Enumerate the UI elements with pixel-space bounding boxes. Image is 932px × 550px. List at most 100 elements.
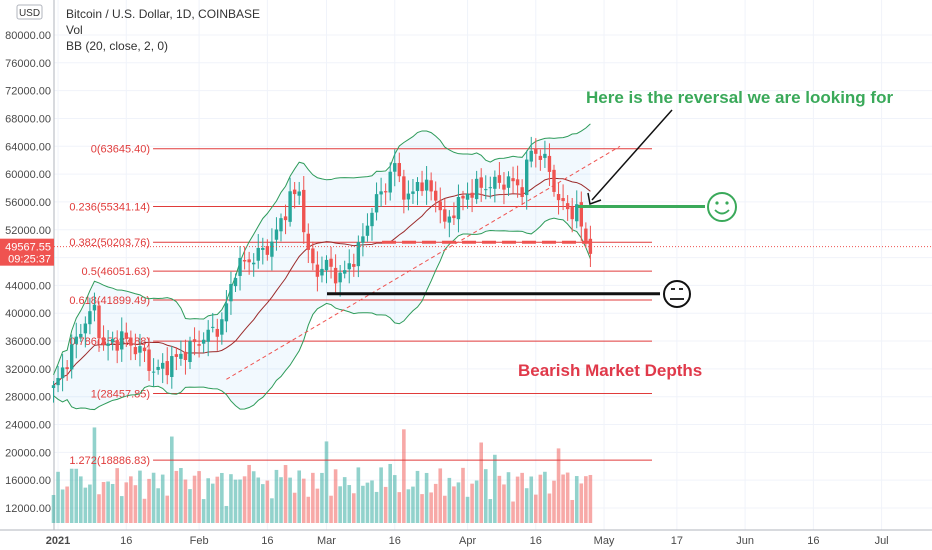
volume-bar: [456, 482, 461, 523]
candle-body: [170, 356, 174, 377]
volume-bar: [352, 493, 356, 523]
candle-body: [452, 215, 456, 219]
candle-body: [252, 262, 256, 265]
volume-bar: [170, 436, 174, 523]
bb-indicator-label[interactable]: BB (20, close, 2, 0): [66, 39, 169, 53]
volume-bar: [333, 469, 338, 523]
time-tick-label: 16: [530, 535, 542, 547]
arrow-shaft[interactable]: [591, 109, 673, 201]
candle-body: [206, 329, 210, 342]
candle-body: [488, 187, 492, 189]
volume-bar: [88, 484, 92, 523]
candle-body: [484, 189, 488, 191]
candle-body: [311, 248, 315, 264]
currency-badge-label: USD: [19, 8, 40, 19]
fib-level-label: 0.786(35987.88): [69, 336, 150, 348]
candle-body: [343, 270, 347, 274]
candle-body: [129, 337, 133, 346]
smiley-face-icon[interactable]: [707, 192, 737, 222]
bearish-annotation[interactable]: Bearish Market Depths: [518, 361, 702, 380]
time-tick-label: Apr: [459, 535, 476, 547]
volume-bar: [411, 486, 415, 523]
candle-body: [256, 247, 260, 261]
candle-body: [265, 246, 270, 255]
candle-body: [247, 259, 251, 263]
candle-body: [147, 349, 151, 371]
volume-bar: [461, 467, 465, 523]
volume-bar: [51, 495, 56, 523]
volume-bar: [397, 492, 402, 523]
volume-bar: [543, 471, 547, 523]
vol-indicator-label[interactable]: Vol: [66, 23, 83, 37]
smiley-eye-left: [715, 201, 719, 205]
trendline-dashed[interactable]: [226, 145, 621, 380]
candle-body: [561, 198, 565, 202]
candle-body: [183, 351, 188, 361]
candlesticks[interactable]: [51, 136, 593, 403]
candle-body: [138, 346, 142, 353]
candle-body: [456, 197, 461, 220]
candle-body: [520, 187, 524, 198]
volume-bar: [493, 454, 497, 523]
volume-bar: [402, 429, 406, 523]
volume-bar: [142, 498, 147, 523]
price-tick-label: 24000.00: [5, 420, 51, 432]
volume-bar: [338, 486, 342, 523]
volume-bar: [83, 487, 88, 523]
volume-bar: [538, 474, 543, 523]
neutral-face-outline: [663, 280, 691, 308]
volume-bar: [534, 494, 538, 523]
candle-body: [197, 344, 201, 346]
time-tick-label: Jul: [875, 535, 889, 547]
time-tick-label: 2021: [46, 535, 70, 547]
time-axis[interactable]: 2021 16 Feb 16 Mar 16 Apr 16 May 17 Jun 16 Jul: [0, 529, 932, 550]
volume-bar: [165, 495, 170, 523]
fib-level-label: 0.382(50203.76): [69, 237, 150, 249]
candle-body: [497, 175, 502, 183]
candle-body: [110, 338, 115, 343]
volume-bar: [92, 427, 97, 523]
arrow-head-icon: [587, 192, 602, 206]
volume-bar: [502, 484, 506, 523]
volume-bar: [69, 468, 74, 523]
price-tick-label: 12000.00: [5, 503, 51, 515]
volume-bar: [119, 496, 124, 523]
candle-body: [393, 163, 397, 172]
candle-body: [65, 367, 69, 370]
candle-body: [70, 344, 74, 370]
candle-body: [529, 150, 533, 162]
symbol-title[interactable]: Bitcoin / U.S. Dollar, 1D, COINBASE: [66, 7, 261, 21]
candle-body: [447, 216, 452, 223]
candle-body: [361, 236, 365, 243]
currency-badge[interactable]: [16, 4, 43, 20]
price-tick-label: 68000.00: [5, 113, 51, 125]
candle-body: [92, 304, 97, 311]
candle-body: [547, 155, 552, 172]
volume-bar: [584, 476, 588, 523]
time-tick-label: 16: [120, 535, 132, 547]
candle-body: [211, 326, 215, 328]
current-price-tag: [0, 238, 54, 266]
candle-body: [79, 333, 83, 338]
candle-body: [324, 259, 329, 271]
volume-bar: [97, 494, 101, 523]
volume-bar: [210, 483, 215, 523]
volume-bar: [101, 482, 106, 523]
volume-bar: [283, 465, 288, 523]
user-drawings[interactable]: Here is the reversal we are looking for B…: [226, 88, 893, 380]
volume-bar: [270, 498, 274, 523]
reversal-annotation[interactable]: Here is the reversal we are looking for: [586, 88, 893, 107]
volume-bar: [56, 471, 60, 523]
candle-body: [320, 268, 324, 276]
price-tick-label: 32000.00: [5, 364, 51, 376]
volume-bar: [497, 475, 502, 523]
grid-lines: [54, 0, 932, 530]
candle-body: [165, 361, 169, 376]
volume-bar: [424, 472, 429, 523]
fib-level-label: 1.272(18886.83): [69, 455, 150, 467]
neutral-face-icon[interactable]: [663, 280, 691, 308]
price-tick-label: 60000.00: [5, 169, 51, 181]
volume-bar: [288, 477, 292, 523]
volume-bar: [306, 496, 311, 523]
